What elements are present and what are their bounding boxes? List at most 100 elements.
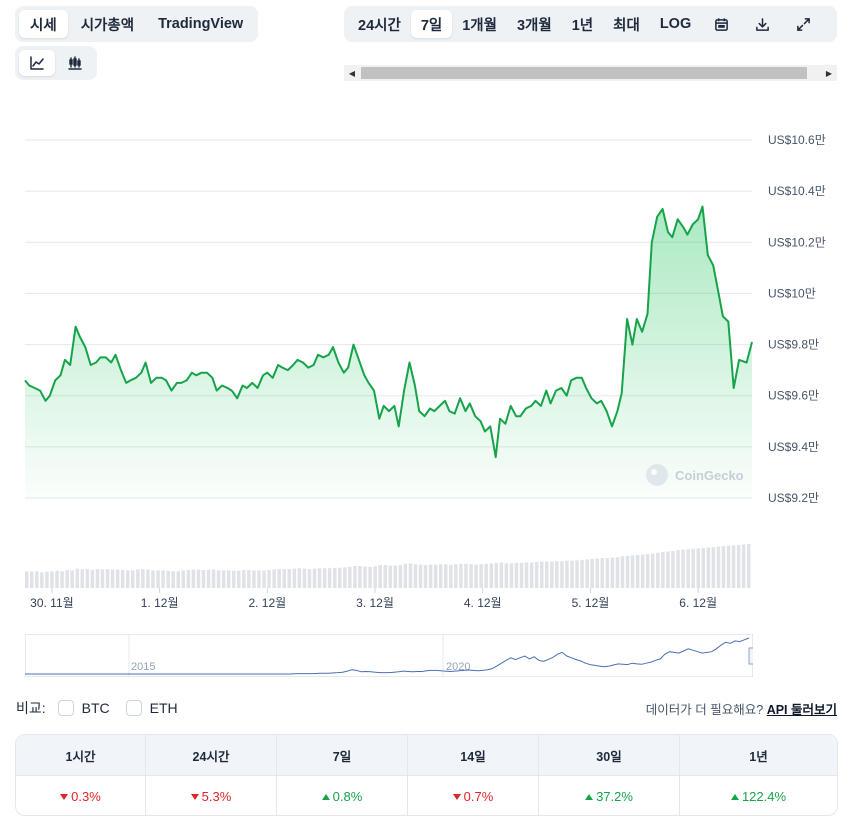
volume-bar (211, 569, 216, 588)
volume-bar (287, 569, 291, 588)
caret-up-icon (585, 793, 594, 800)
price-change-text: 0.8% (332, 789, 363, 804)
volume-bar (691, 548, 695, 588)
volume-bar (70, 570, 74, 588)
volume-bar (312, 568, 317, 588)
price-change-text: 5.3% (201, 789, 232, 804)
navigator-history-line (25, 637, 750, 675)
volume-bar (696, 548, 700, 588)
volume-bar (95, 569, 100, 588)
volume-bar (282, 569, 286, 588)
volume-bar (146, 569, 150, 588)
volume-bar (191, 569, 196, 588)
volume-bar (585, 559, 589, 588)
range-scrollbar[interactable]: ◀ ▶ (344, 65, 837, 81)
caret-down-icon (60, 793, 69, 800)
candlestick-chart-icon (68, 56, 82, 70)
volume-bar (363, 566, 367, 588)
volume-bar (166, 570, 170, 588)
price-change-period: 14일 (408, 735, 539, 775)
y-tick-label: US$10.4만 (768, 184, 826, 198)
volume-bar (383, 565, 387, 588)
y-tick-label: US$10.2만 (768, 235, 826, 249)
volume-bar (85, 569, 90, 588)
range-1y[interactable]: 1년 (571, 17, 594, 34)
range-max[interactable]: 최대 (613, 17, 640, 34)
price-change-values: 0.3% 5.3% 0.8% 0.7% 37.2% 122.4% (16, 775, 837, 815)
coingecko-logo-eye (651, 469, 657, 475)
range-tabs: 24시간 7일 1개월 3개월 1년 최대 LOG (344, 6, 837, 42)
range-navigator[interactable]: 2015 2020 (25, 634, 753, 677)
range-3m[interactable]: 3개월 (516, 17, 552, 34)
volume-bar (716, 546, 721, 588)
coingecko-watermark: CoinGecko (646, 464, 744, 486)
volume-bar (540, 561, 544, 588)
tab-tradingview[interactable]: TradingView (158, 16, 244, 32)
range-log[interactable]: LOG (659, 16, 692, 32)
watermark-text: CoinGecko (675, 468, 744, 483)
volume-bar (413, 564, 418, 588)
tab-price[interactable]: 시세 (19, 10, 68, 38)
volume-bar (661, 551, 665, 588)
line-chart-button[interactable] (19, 50, 55, 76)
price-change-period: 1시간 (16, 735, 146, 775)
candlestick-chart-button[interactable] (57, 50, 93, 76)
tab-market-cap[interactable]: 시가총액 (80, 17, 135, 34)
compare-btc-label[interactable]: BTC (81, 700, 110, 716)
volume-bar (131, 570, 135, 588)
download-icon (756, 17, 770, 31)
calendar-button[interactable] (701, 10, 742, 38)
volume-bar (388, 565, 392, 588)
volume-bar (570, 560, 574, 588)
volume-bar (721, 546, 726, 588)
scrollbar-thumb[interactable] (361, 67, 807, 79)
price-change-value: 122.4% (730, 789, 786, 804)
compare-btc-checkbox[interactable] (57, 700, 74, 716)
volume-bar (408, 563, 413, 588)
volume-bar (136, 569, 140, 588)
volume-bar (499, 562, 504, 588)
volume-bar (100, 569, 105, 588)
caret-up-icon (730, 793, 739, 800)
view-tabs: 시세 시가총액 TradingView (15, 6, 259, 42)
volume-bar (327, 568, 332, 588)
volume-bar (343, 567, 347, 588)
price-change-value: 0.3% (60, 789, 101, 804)
scroll-right-icon[interactable]: ▶ (825, 68, 833, 78)
navigator-handle[interactable] (748, 647, 753, 665)
compare-eth-label[interactable]: ETH (149, 700, 178, 716)
volume-bar (358, 566, 362, 588)
volume-bar (514, 562, 519, 588)
volume-bar (302, 568, 307, 588)
y-tick-label: US$9.2만 (768, 491, 819, 505)
volume-bar (640, 554, 645, 588)
volume-bar (504, 563, 509, 588)
price-area (25, 206, 752, 498)
volume-bar (252, 570, 256, 588)
api-link[interactable]: API 둘러보기 (766, 702, 837, 717)
download-button[interactable] (742, 10, 783, 38)
compare-eth-checkbox[interactable] (125, 700, 142, 716)
volume-bar (196, 569, 201, 588)
volume-bar (30, 571, 34, 588)
price-change-text: 0.7% (463, 789, 494, 804)
volume-bar (110, 569, 115, 588)
range-7d[interactable]: 7일 (410, 10, 453, 38)
volume-bar (449, 564, 453, 588)
navigator-frame (25, 634, 753, 677)
volume-bar (630, 555, 635, 588)
caret-down-icon (452, 793, 461, 800)
line-chart-icon (30, 56, 44, 70)
range-1m[interactable]: 1개월 (462, 17, 497, 34)
volume-bar (186, 570, 191, 588)
volume-bar (247, 570, 251, 588)
range-24h[interactable]: 24시간 (358, 17, 401, 34)
volume-bar (479, 564, 483, 588)
volume-bar (267, 570, 271, 588)
volume-bar (565, 560, 569, 588)
volume-bar (373, 566, 377, 588)
scroll-left-icon[interactable]: ◀ (348, 68, 356, 78)
volume-bar (262, 570, 266, 588)
volume-bar (433, 564, 438, 588)
expand-button[interactable] (783, 10, 824, 38)
